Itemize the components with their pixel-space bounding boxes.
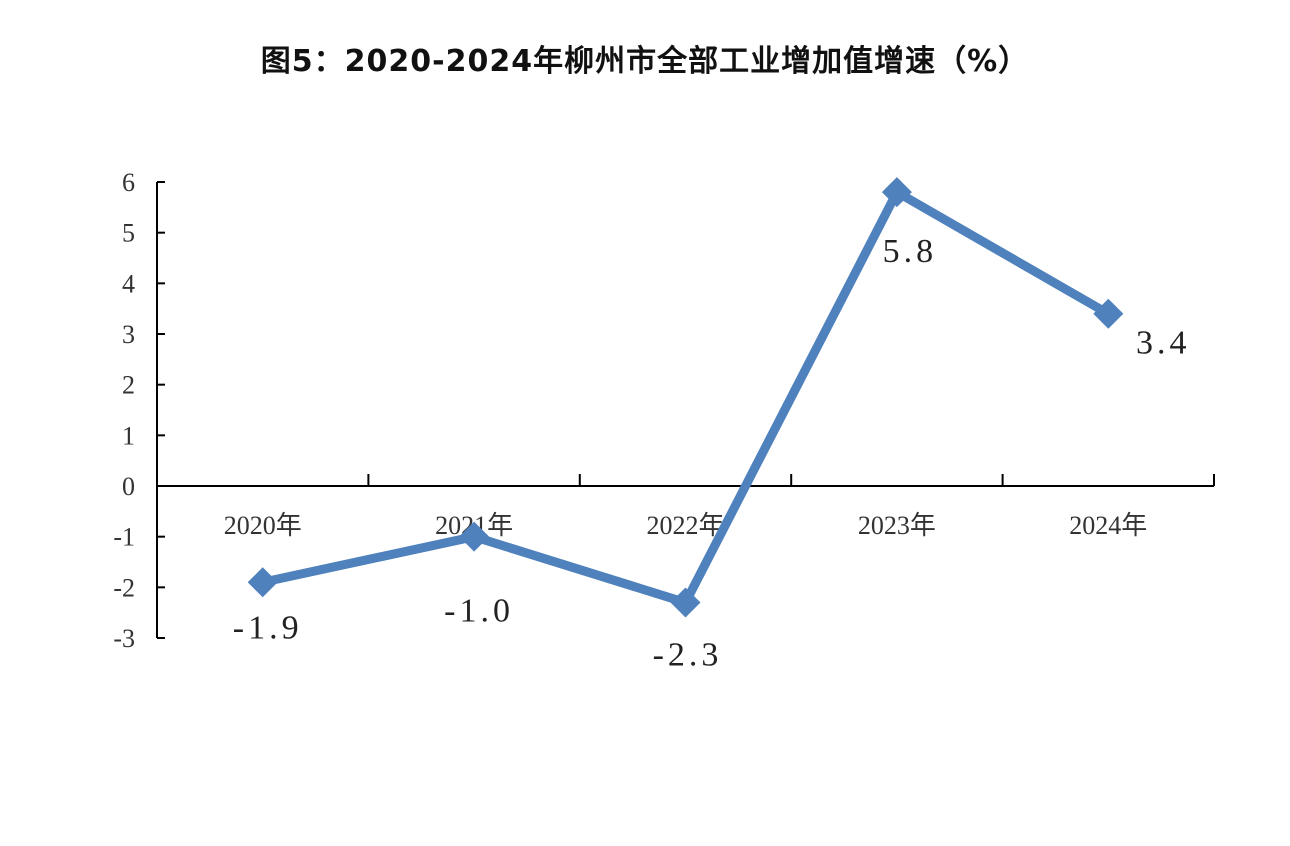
y-tick-label: 5 [122, 219, 135, 248]
data-point-marker [1093, 298, 1124, 329]
data-markers [247, 177, 1124, 618]
y-tick-label: -3 [113, 624, 135, 653]
chart-title: 图5：2020-2024年柳州市全部工业增加值增速（%） [260, 44, 1030, 79]
y-tick-label: -1 [113, 523, 135, 552]
data-labels: -1.9 -1.0 -2.3 5.8 3.4 [233, 233, 1191, 674]
y-tick-label: 1 [122, 421, 135, 450]
x-tick-label: 2020年 [224, 511, 302, 540]
x-tick-label: 2023年 [858, 511, 936, 540]
y-tick-label: 2 [122, 371, 135, 400]
data-point-marker [459, 521, 490, 552]
y-tick-label: 4 [122, 269, 135, 298]
data-label: 3.4 [1136, 325, 1191, 362]
data-label: -2.3 [653, 637, 723, 674]
y-tick-labels: 6 5 4 3 2 1 0 -1 -2 -3 [113, 168, 135, 653]
y-tick-label: 3 [122, 320, 135, 349]
data-point-marker [670, 587, 701, 618]
x-tick-labels: 2020年2021年2022年2023年2024年 [224, 511, 1148, 540]
y-tick-label: -2 [113, 573, 135, 602]
x-tick-label: 2022年 [646, 511, 724, 540]
data-label: 5.8 [883, 233, 938, 270]
data-label: -1.0 [444, 593, 514, 630]
x-tick-label: 2024年 [1069, 511, 1147, 540]
chart-axes [156, 181, 1215, 639]
y-tick-label: 0 [122, 472, 135, 501]
series-line-group [261, 185, 1111, 608]
series-line [261, 185, 1111, 608]
data-label: -1.9 [233, 609, 303, 646]
data-point-marker [247, 567, 278, 598]
data-point-marker [881, 177, 912, 208]
y-tick-label: 6 [122, 168, 135, 197]
